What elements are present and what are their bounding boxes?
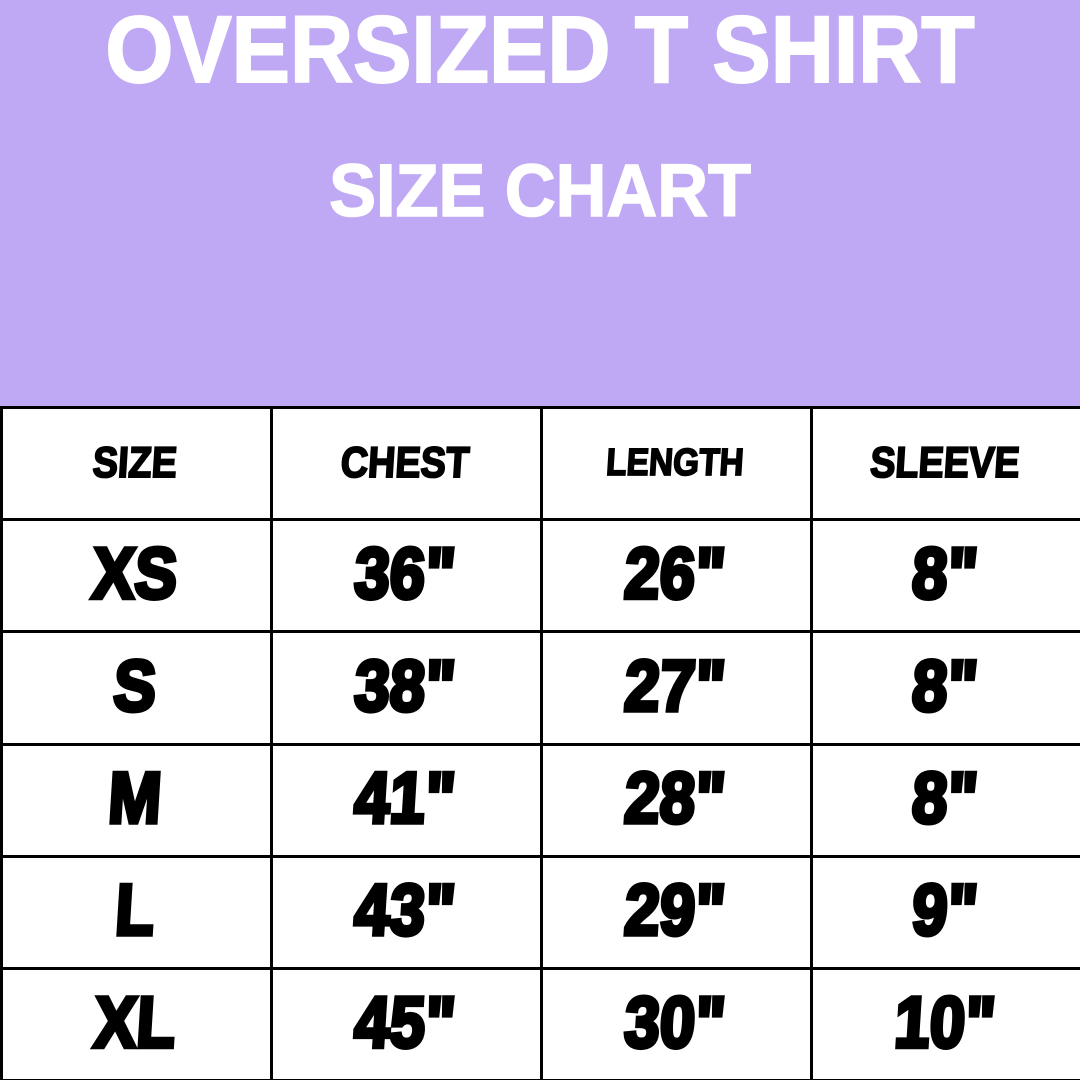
svg-text:27": 27"	[622, 647, 727, 727]
svg-text:41": 41"	[352, 759, 457, 839]
svg-text:45": 45"	[352, 983, 457, 1063]
svg-text:30": 30"	[622, 983, 727, 1063]
svg-text:43": 43"	[352, 871, 457, 951]
svg-text:10": 10"	[892, 983, 997, 1063]
svg-text:8": 8"	[910, 535, 980, 615]
svg-text:XL: XL	[92, 983, 178, 1063]
svg-text:8": 8"	[910, 759, 980, 839]
svg-text:26": 26"	[622, 535, 727, 615]
svg-text:M: M	[106, 759, 164, 839]
svg-text:36": 36"	[352, 535, 457, 615]
svg-text:38": 38"	[352, 647, 457, 727]
svg-text:S: S	[111, 647, 158, 727]
svg-text:28": 28"	[622, 759, 727, 839]
svg-text:SIZE: SIZE	[91, 438, 178, 487]
svg-text:CHEST: CHEST	[339, 438, 470, 487]
svg-text:L: L	[113, 871, 157, 951]
svg-text:8": 8"	[910, 647, 980, 727]
svg-text:SLEEVE: SLEEVE	[869, 438, 1021, 487]
svg-text:29": 29"	[622, 871, 727, 951]
svg-text:XS: XS	[90, 535, 179, 615]
svg-text:LENGTH: LENGTH	[605, 441, 745, 483]
svg-text:9": 9"	[910, 871, 980, 951]
